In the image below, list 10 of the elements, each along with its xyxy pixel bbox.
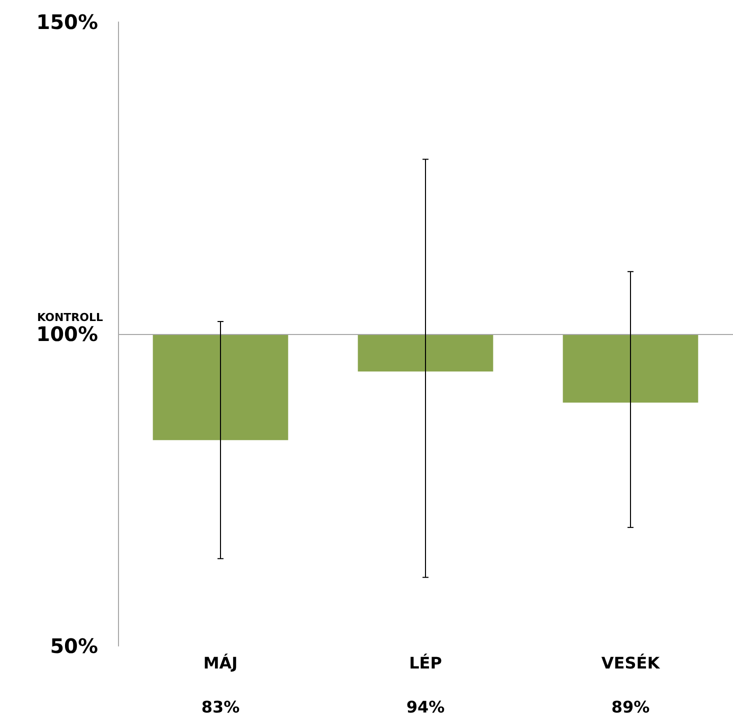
x-tick-label: VESÉK: [601, 654, 660, 672]
x-tick-label: LÉP: [409, 654, 442, 672]
y-tick-label: 100%: [36, 322, 98, 346]
y-tick-label: 150%: [36, 10, 98, 34]
ref-line-label: KONTROLL: [37, 311, 104, 324]
x-tick-label: MÁJ: [203, 654, 238, 672]
data-label: 94%: [406, 698, 445, 716]
y-tick-label: 50%: [50, 634, 98, 658]
data-label: 89%: [611, 698, 650, 716]
data-label: 83%: [201, 698, 240, 716]
